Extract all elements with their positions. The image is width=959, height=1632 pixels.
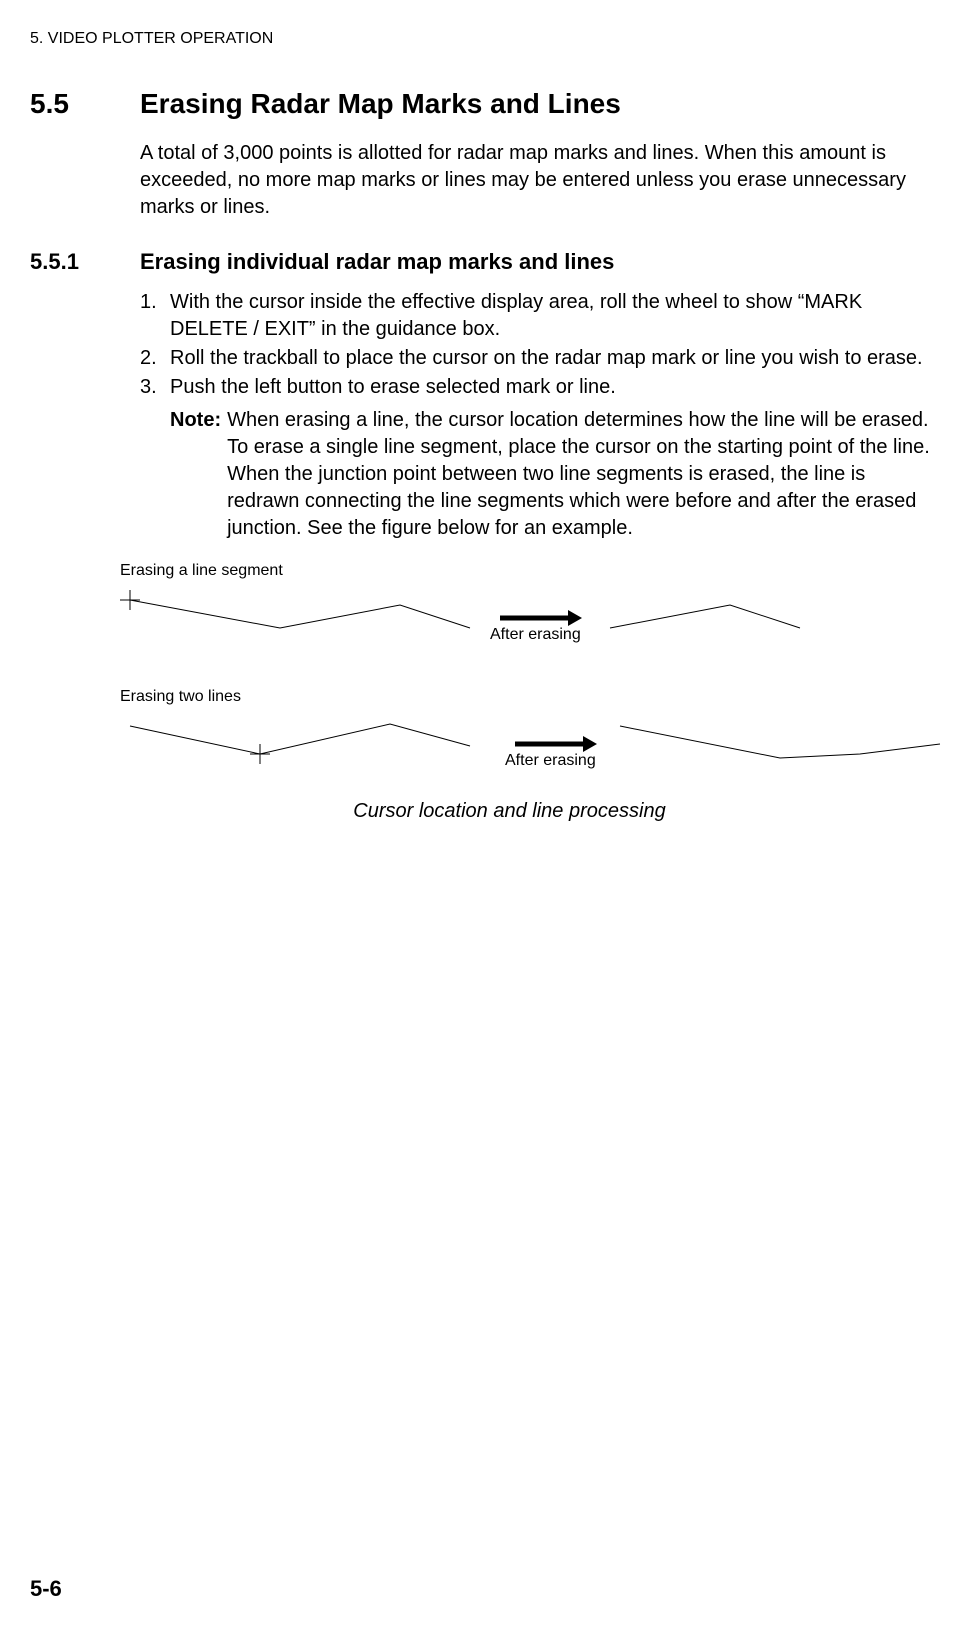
section-number: 5.5 bbox=[30, 88, 140, 120]
figure-label-2: Erasing two lines bbox=[120, 688, 939, 706]
page-header: 5. VIDEO PLOTTER OPERATION bbox=[30, 30, 939, 48]
list-item: 1. With the cursor inside the effective … bbox=[140, 289, 939, 343]
arrow-icon bbox=[500, 610, 582, 626]
section-title: Erasing Radar Map Marks and Lines bbox=[140, 88, 621, 120]
note-text: When erasing a line, the cursor location… bbox=[227, 407, 939, 542]
subsection-number: 5.5.1 bbox=[30, 249, 140, 275]
after-erasing-label: After erasing bbox=[505, 752, 596, 770]
list-text: Push the left button to erase selected m… bbox=[170, 374, 939, 401]
figure-label-1: Erasing a line segment bbox=[120, 562, 939, 580]
cursor-cross-icon bbox=[120, 590, 140, 610]
diagram-1: After erasing bbox=[120, 580, 950, 660]
figure: Erasing a line segment After erasing Era… bbox=[120, 562, 939, 823]
note-block: Note: When erasing a line, the cursor lo… bbox=[170, 407, 939, 542]
list-number: 2. bbox=[140, 345, 170, 372]
arrow-icon bbox=[515, 736, 597, 752]
list-text: With the cursor inside the effective dis… bbox=[170, 289, 939, 343]
list-item: 2. Roll the trackball to place the curso… bbox=[140, 345, 939, 372]
figure-caption: Cursor location and line processing bbox=[80, 800, 939, 823]
list-item: 3. Push the left button to erase selecte… bbox=[140, 374, 939, 401]
list-text: Roll the trackball to place the cursor o… bbox=[170, 345, 939, 372]
subsection-title: Erasing individual radar map marks and l… bbox=[140, 249, 614, 275]
diagram-2: After erasing bbox=[120, 706, 950, 786]
list-number: 1. bbox=[140, 289, 170, 343]
page-number: 5-6 bbox=[30, 1576, 62, 1602]
after-erasing-label: After erasing bbox=[490, 626, 581, 644]
steps-list: 1. With the cursor inside the effective … bbox=[140, 289, 939, 401]
subsection-heading: 5.5.1 Erasing individual radar map marks… bbox=[30, 249, 939, 275]
section-intro: A total of 3,000 points is allotted for … bbox=[140, 140, 939, 221]
cursor-cross-icon bbox=[250, 744, 270, 764]
note-label: Note: bbox=[170, 407, 221, 542]
list-number: 3. bbox=[140, 374, 170, 401]
section-heading: 5.5 Erasing Radar Map Marks and Lines bbox=[30, 88, 939, 120]
